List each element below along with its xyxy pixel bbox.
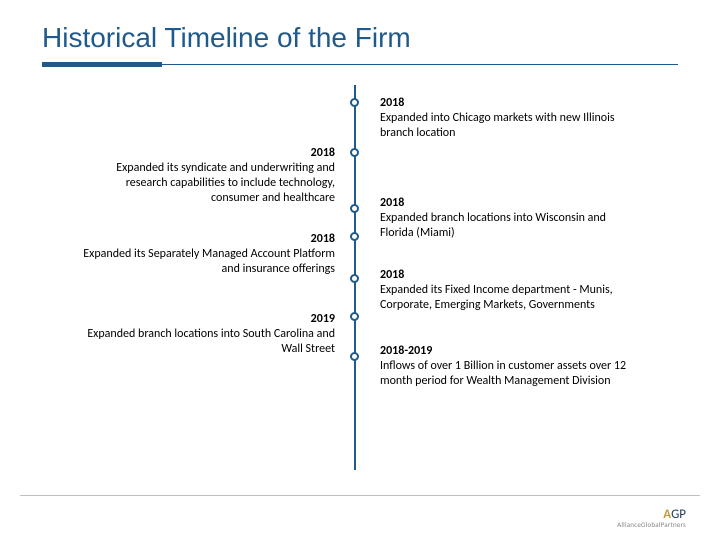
- logo-name: AllianceGlobalPartners: [617, 521, 686, 528]
- timeline-entry: 2018Expanded into Chicago markets with n…: [380, 96, 635, 141]
- timeline-node: [350, 148, 359, 157]
- timeline-entry-year: 2018: [380, 268, 635, 283]
- timeline-entry-text: Expanded branch locations into South Car…: [80, 327, 335, 357]
- title-underline-thick: [42, 62, 162, 67]
- timeline-entry-year: 2019: [80, 312, 335, 327]
- timeline-node: [350, 232, 359, 241]
- timeline-entry-text: Expanded its Fixed Income department - M…: [380, 283, 635, 313]
- timeline-entry-text: Expanded its syndicate and underwriting …: [80, 161, 335, 206]
- page-title: Historical Timeline of the Firm: [42, 22, 411, 54]
- timeline-entry-year: 2018: [80, 232, 335, 247]
- timeline-entry-text: Expanded branch locations into Wisconsin…: [380, 211, 635, 241]
- timeline-node: [350, 274, 359, 283]
- timeline-entry-year: 2018-2019: [380, 344, 635, 359]
- timeline-entry-year: 2018: [380, 196, 635, 211]
- timeline-entry-year: 2018: [380, 96, 635, 111]
- timeline-entry: 2018Expanded branch locations into Wisco…: [380, 196, 635, 241]
- timeline-node: [350, 98, 359, 107]
- timeline-entry-year: 2018: [80, 146, 335, 161]
- title-underline-thin: [162, 64, 678, 65]
- timeline-entry: 2019Expanded branch locations into South…: [80, 312, 335, 357]
- timeline-entry: 2018Expanded its Fixed Income department…: [380, 268, 635, 313]
- timeline-entry-text: Expanded into Chicago markets with new I…: [380, 111, 635, 141]
- timeline-node: [350, 312, 359, 321]
- timeline-node: [350, 204, 359, 213]
- timeline-entry: 2018-2019Inflows of over 1 Billion in cu…: [380, 344, 635, 389]
- timeline-entry: 2018Expanded its Separately Managed Acco…: [80, 232, 335, 277]
- timeline-entry: 2018Expanded its syndicate and underwrit…: [80, 146, 335, 206]
- logo: AGP AllianceGlobalPartners: [617, 508, 686, 528]
- timeline-entry-text: Inflows of over 1 Billion in customer as…: [380, 359, 635, 389]
- footer-divider: [20, 495, 700, 496]
- timeline-node: [350, 352, 359, 361]
- timeline-entry-text: Expanded its Separately Managed Account …: [80, 247, 335, 277]
